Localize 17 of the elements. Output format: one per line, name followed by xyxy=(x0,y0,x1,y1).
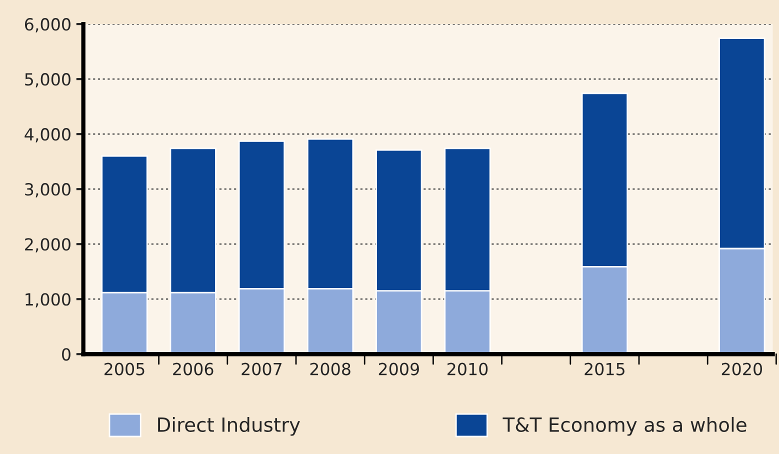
legend-label: Direct Industry xyxy=(158,416,300,436)
x-tick-label: 2020 xyxy=(722,362,762,376)
y-tick-label: 4,000 xyxy=(24,128,70,142)
x-tick-label: 2005 xyxy=(104,362,144,376)
x-tick-label: 2006 xyxy=(173,362,214,376)
y-tick-label: 1,000 xyxy=(26,293,70,308)
y-tick-label: 5,000 xyxy=(25,73,70,88)
legend-label: T&T Economy as a whole xyxy=(502,416,746,436)
x-tick-label: 2009 xyxy=(378,362,419,376)
x-tick-label: 2015 xyxy=(584,362,624,376)
y-tick-label: 3,000 xyxy=(25,183,70,198)
x-tick-label: 2007 xyxy=(242,362,282,376)
y-tick-label: 2,000 xyxy=(25,238,70,252)
y-tick-label: 0 xyxy=(62,348,70,361)
y-tick-label: 6,000 xyxy=(25,18,70,32)
x-tick-label: 2010 xyxy=(448,362,488,376)
x-tick-label: 2008 xyxy=(310,362,350,376)
